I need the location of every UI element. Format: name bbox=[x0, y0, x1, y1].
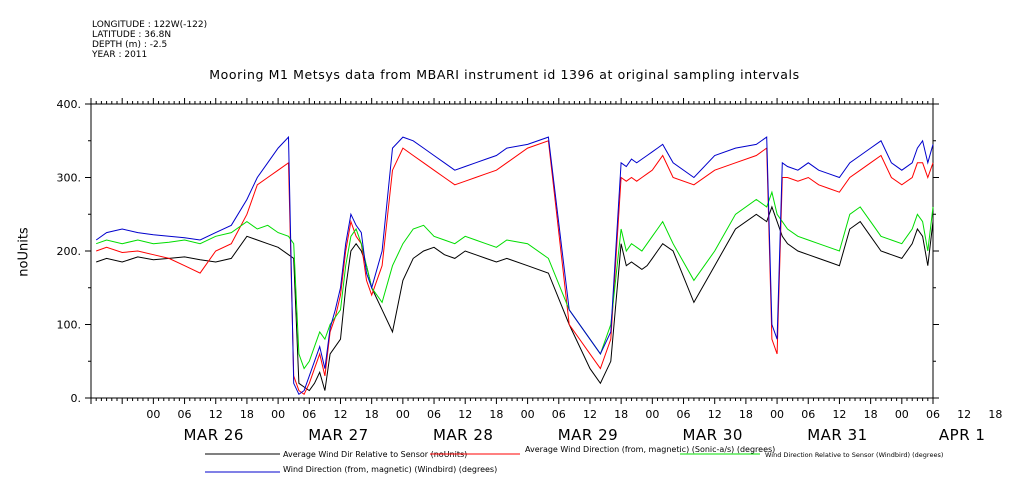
x-tick-label: 12 bbox=[209, 408, 223, 421]
legend-label-3: Wind Direction Relative to Sensor (Windb… bbox=[765, 451, 943, 459]
plot-frame bbox=[90, 103, 934, 399]
x-tick-label: 00 bbox=[895, 408, 909, 421]
x-tick-label: 12 bbox=[832, 408, 846, 421]
series-line-2 bbox=[96, 140, 934, 396]
legend: Average Wind Dir Relative to Sensor (noU… bbox=[205, 445, 943, 474]
x-tick-label: 18 bbox=[988, 408, 1002, 421]
x-tick-label: 06 bbox=[677, 408, 691, 421]
x-tick-label: 06 bbox=[427, 408, 441, 421]
x-tick-label: 00 bbox=[271, 408, 285, 421]
day-label: MAR 26 bbox=[183, 426, 243, 444]
x-tick-label: 12 bbox=[708, 408, 722, 421]
x-tick-label: 12 bbox=[957, 408, 971, 421]
x-tick-label: 06 bbox=[178, 408, 192, 421]
metadata-block: LONGITUDE : 122W(-122) LATITUDE : 36.8N … bbox=[92, 20, 207, 60]
x-tick-label: 00 bbox=[146, 408, 160, 421]
x-tick-label: 12 bbox=[583, 408, 597, 421]
day-label: APR 1 bbox=[939, 426, 986, 444]
y-tick-label: 0. bbox=[71, 392, 82, 405]
depth-text: DEPTH (m) : -2.5 bbox=[92, 40, 168, 50]
x-tick-label: 12 bbox=[458, 408, 472, 421]
day-label: MAR 27 bbox=[308, 426, 368, 444]
x-tick-label: 12 bbox=[333, 408, 347, 421]
y-tick-label: 400. bbox=[57, 98, 82, 111]
chart-title: Mooring M1 Metsys data from MBARI instru… bbox=[209, 67, 800, 82]
x-tick-label: 00 bbox=[396, 408, 410, 421]
day-label: MAR 31 bbox=[807, 426, 867, 444]
x-tick-label: 18 bbox=[240, 408, 254, 421]
day-label: MAR 30 bbox=[682, 426, 742, 444]
day-label: MAR 28 bbox=[433, 426, 493, 444]
legend-label-2: Average Wind Direction (from, magnetic) … bbox=[525, 445, 775, 454]
series-line-4 bbox=[95, 135, 934, 396]
x-tick-label: 00 bbox=[770, 408, 784, 421]
x-tick-label: 00 bbox=[645, 408, 659, 421]
x-tick-label: 06 bbox=[926, 408, 940, 421]
series-line-3 bbox=[96, 190, 934, 370]
x-tick-label: 18 bbox=[614, 408, 628, 421]
longitude-text: LONGITUDE : 122W(-122) bbox=[92, 20, 208, 30]
x-tick-label: 06 bbox=[552, 408, 566, 421]
x-tick-label: 18 bbox=[864, 408, 878, 421]
x-tick-label: 06 bbox=[801, 408, 815, 421]
x-tick-label: 00 bbox=[521, 408, 535, 421]
series-line-1 bbox=[96, 205, 934, 392]
y-tick-label: 200. bbox=[57, 245, 82, 258]
x-tick-label: 18 bbox=[365, 408, 379, 421]
legend-label-1: Average Wind Dir Relative to Sensor (noU… bbox=[283, 450, 467, 459]
x-tick-label: 18 bbox=[489, 408, 503, 421]
x-tick-label: 18 bbox=[739, 408, 753, 421]
y-tick-label: 100. bbox=[57, 319, 82, 332]
legend-label-4: Wind Direction (from, magnetic) (Windbir… bbox=[283, 465, 497, 474]
latitude-text: LATITUDE : 36.8N bbox=[92, 30, 172, 40]
x-tick-label: 06 bbox=[302, 408, 316, 421]
day-label: MAR 29 bbox=[558, 426, 618, 444]
year-text: YEAR : 2011 bbox=[92, 50, 148, 60]
y-tick-label: 300. bbox=[57, 172, 82, 185]
